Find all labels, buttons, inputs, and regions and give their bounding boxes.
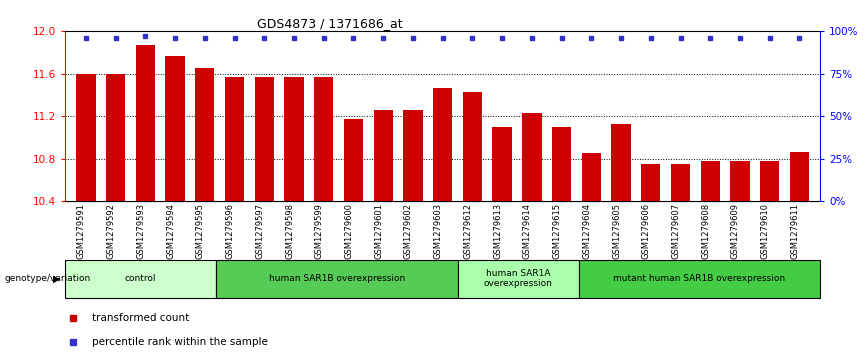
Bar [373, 110, 393, 201]
Text: percentile rank within the sample: percentile rank within the sample [91, 337, 267, 347]
Text: GSM1279594: GSM1279594 [166, 203, 175, 258]
Text: GSM1279610: GSM1279610 [760, 203, 770, 258]
Bar [166, 56, 185, 201]
Bar [760, 161, 779, 201]
Text: GSM1279597: GSM1279597 [255, 203, 264, 258]
Bar [106, 74, 125, 201]
Bar [582, 154, 601, 201]
Bar [463, 91, 482, 201]
Bar [195, 68, 214, 201]
Bar [523, 113, 542, 201]
Bar [254, 77, 274, 201]
Text: GSM1279609: GSM1279609 [731, 203, 740, 258]
Bar [314, 77, 333, 201]
Text: GSM1279611: GSM1279611 [791, 203, 799, 258]
Text: GSM1279613: GSM1279613 [493, 203, 503, 259]
Bar [700, 161, 720, 201]
Bar [641, 164, 661, 201]
Text: GSM1279596: GSM1279596 [226, 203, 234, 258]
Bar [216, 260, 457, 298]
Bar [433, 89, 452, 201]
Text: GSM1279593: GSM1279593 [136, 203, 145, 258]
Text: GSM1279607: GSM1279607 [672, 203, 681, 259]
Text: GSM1279600: GSM1279600 [345, 203, 353, 258]
Bar [730, 161, 750, 201]
Bar [404, 110, 423, 201]
Text: GSM1279595: GSM1279595 [196, 203, 205, 258]
Text: genotype/variation: genotype/variation [4, 274, 90, 283]
Text: control: control [125, 274, 156, 283]
Text: GSM1279604: GSM1279604 [582, 203, 591, 258]
Bar [76, 74, 95, 201]
Text: GSM1279601: GSM1279601 [374, 203, 383, 258]
Bar [344, 119, 363, 201]
Bar [611, 124, 631, 201]
Text: GSM1279591: GSM1279591 [77, 203, 86, 258]
Text: GSM1279606: GSM1279606 [641, 203, 651, 259]
Bar [671, 164, 690, 201]
Text: GSM1279608: GSM1279608 [701, 203, 710, 259]
Bar [225, 77, 244, 201]
Text: GSM1279592: GSM1279592 [107, 203, 115, 258]
Text: GSM1279615: GSM1279615 [553, 203, 562, 258]
Text: GSM1279598: GSM1279598 [285, 203, 294, 258]
Bar [65, 260, 216, 298]
Text: GSM1279612: GSM1279612 [464, 203, 472, 258]
Bar [579, 260, 820, 298]
Bar [552, 127, 571, 201]
Text: mutant human SAR1B overexpression: mutant human SAR1B overexpression [614, 274, 786, 283]
Bar [135, 45, 155, 201]
Bar [790, 152, 809, 201]
Text: GSM1279599: GSM1279599 [315, 203, 324, 258]
Bar [457, 260, 579, 298]
Text: human SAR1A
overexpression: human SAR1A overexpression [483, 269, 553, 288]
Bar [492, 127, 512, 201]
Text: ▶: ▶ [53, 274, 61, 284]
Text: GSM1279602: GSM1279602 [404, 203, 413, 258]
Bar [285, 77, 304, 201]
Text: GSM1279603: GSM1279603 [434, 203, 443, 259]
Title: GDS4873 / 1371686_at: GDS4873 / 1371686_at [257, 17, 402, 30]
Text: human SAR1B overexpression: human SAR1B overexpression [269, 274, 405, 283]
Text: GSM1279605: GSM1279605 [612, 203, 621, 258]
Text: GSM1279614: GSM1279614 [523, 203, 532, 258]
Text: transformed count: transformed count [91, 313, 188, 323]
